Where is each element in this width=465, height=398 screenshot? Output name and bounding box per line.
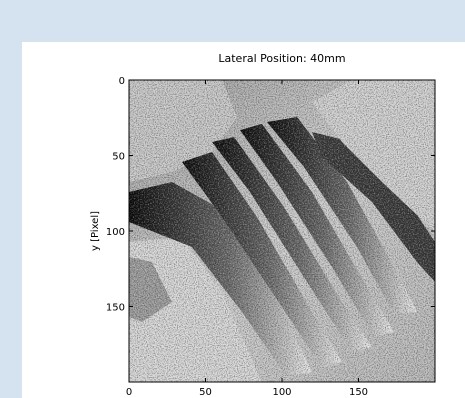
x-tick-label: 0 <box>126 387 132 398</box>
x-tick-label: 150 <box>349 387 368 398</box>
x-tick-label: 50 <box>199 387 212 398</box>
phase-map-image <box>129 80 435 382</box>
chart-title: Lateral Position: 40mm <box>218 52 345 65</box>
x-tick-label: 100 <box>272 387 291 398</box>
y-tick-label: 150 <box>106 303 125 314</box>
y-tick-label: 100 <box>106 227 125 238</box>
chart: Lateral Position: 40mm 0 50 100 150 0 50 100 1… <box>90 52 436 398</box>
y-tick-label: 50 <box>112 152 125 163</box>
y-axis: 0 50 100 150 <box>106 76 435 314</box>
y-tick-label: 0 <box>119 76 125 87</box>
x-axis: 0 50 100 150 <box>126 80 368 398</box>
figure-panel: Lateral Position: 40mm 0 50 100 150 0 50 100 1… <box>22 42 465 398</box>
y-axis-label: y [Pixel] <box>90 211 101 251</box>
